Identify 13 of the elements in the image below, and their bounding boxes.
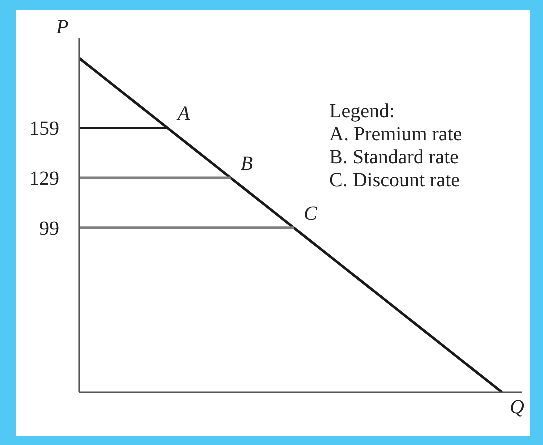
series-label: C — [304, 202, 318, 225]
annotation: C. Discount rate — [330, 170, 460, 192]
line-series — [80, 57, 504, 392]
y-tick-label: 159 — [30, 118, 60, 140]
y-tick-label: 129 — [30, 168, 60, 190]
annotation: Legend: — [330, 100, 396, 122]
series-label: A — [176, 103, 191, 126]
annotation: B. Standard rate — [330, 146, 460, 168]
y-axis-title: P — [56, 16, 69, 38]
series-label: B — [240, 153, 254, 176]
x-axis-title: Q — [510, 396, 526, 418]
y-tick-label: 99 — [40, 218, 60, 240]
annotation: A. Premium rate — [330, 124, 462, 146]
